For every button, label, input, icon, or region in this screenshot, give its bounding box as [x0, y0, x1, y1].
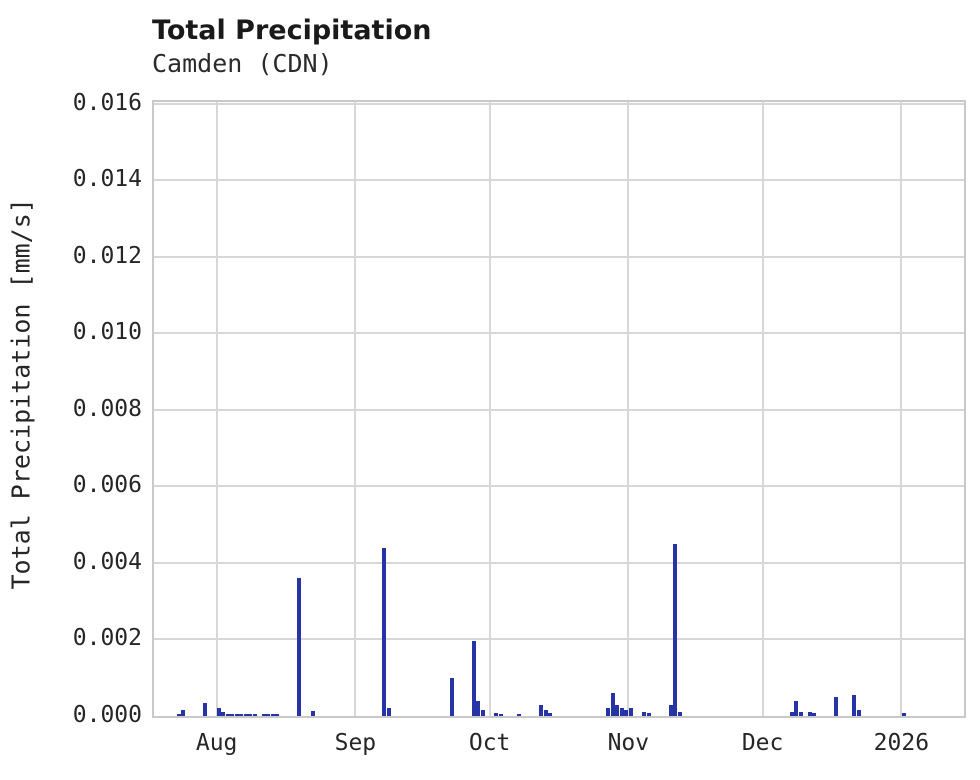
- precipitation-bar: [248, 713, 253, 716]
- x-tick-label: Nov: [607, 730, 650, 756]
- precipitation-bar: [494, 712, 499, 716]
- y-gridline: [154, 408, 964, 411]
- precipitation-bar: [834, 696, 839, 716]
- y-gridline: [154, 332, 964, 335]
- precipitation-bar: [449, 677, 454, 716]
- x-gridline: [627, 102, 630, 716]
- precipitation-bar: [297, 578, 302, 716]
- y-gridline: [154, 638, 964, 641]
- precipitation-bar: [310, 711, 315, 716]
- y-gridline: [154, 102, 964, 105]
- precipitation-bar: [386, 708, 391, 716]
- precipitation-bar: [181, 710, 186, 716]
- y-gridline: [154, 485, 964, 488]
- x-gridline: [215, 102, 218, 716]
- precipitation-bar: [243, 714, 248, 716]
- precipitation-bar: [516, 714, 521, 716]
- precipitation-bar: [673, 543, 678, 716]
- chart-title: Total Precipitation: [152, 15, 432, 46]
- y-tick-label: 0.000: [72, 702, 142, 728]
- precipitation-bar: [221, 712, 226, 716]
- y-gridline: [154, 179, 964, 182]
- precipitation-bar: [794, 700, 799, 716]
- precipitation-bar: [852, 694, 857, 716]
- precipitation-bar: [270, 714, 275, 716]
- precipitation-bar: [668, 704, 673, 716]
- precipitation-bar: [266, 714, 271, 716]
- precipitation-bar: [176, 714, 181, 716]
- precipitation-bar: [856, 710, 861, 716]
- precipitation-bar: [225, 714, 230, 716]
- x-tick-label: Aug: [195, 730, 238, 756]
- precipitation-bar: [628, 708, 633, 716]
- x-tick-label: 2026: [873, 730, 930, 756]
- precipitation-bar: [230, 714, 235, 716]
- precipitation-bar: [606, 708, 611, 716]
- x-tick-label: Oct: [468, 730, 511, 756]
- precipitation-bar: [239, 714, 244, 716]
- precipitation-bar: [234, 713, 239, 716]
- precipitation-bar: [789, 712, 794, 716]
- x-gridline: [354, 102, 357, 716]
- precipitation-bar: [543, 710, 548, 716]
- precipitation-bar: [624, 710, 629, 716]
- precipitation-bar: [498, 713, 503, 716]
- precipitation-bar: [261, 714, 266, 716]
- y-tick-label: 0.006: [72, 472, 142, 499]
- precipitation-bar: [480, 710, 485, 716]
- precipitation-bar: [252, 714, 257, 716]
- precipitation-bar: [610, 693, 615, 716]
- y-tick-label: 0.010: [72, 319, 142, 346]
- y-gridline: [154, 255, 964, 258]
- y-tick-label: 0.016: [72, 89, 142, 116]
- x-tick-label: Dec: [741, 730, 784, 756]
- y-tick-label: 0.008: [72, 395, 142, 422]
- y-gridline: [154, 561, 964, 564]
- precipitation-bar: [548, 712, 553, 716]
- precipitation-bar: [539, 704, 544, 716]
- x-gridline: [761, 102, 764, 716]
- precipitation-bar: [642, 712, 647, 716]
- precipitation-bar: [203, 702, 208, 716]
- precipitation-bar: [812, 712, 817, 716]
- precipitation-bar: [382, 547, 387, 716]
- chart-subtitle: Camden (CDN): [152, 49, 333, 78]
- precipitation-bar: [471, 641, 476, 716]
- y-tick-label: 0.014: [72, 166, 142, 193]
- plot-area: [152, 100, 966, 718]
- y-tick-label: 0.012: [72, 242, 142, 269]
- y-axis-label: Total Precipitation [mm/s]: [6, 198, 36, 590]
- y-tick-label: 0.002: [72, 625, 142, 652]
- precipitation-bar: [615, 704, 620, 716]
- precipitation-bar: [807, 712, 812, 716]
- precipitation-bar: [216, 708, 221, 716]
- precipitation-bar: [901, 712, 906, 716]
- x-tick-label: Sep: [334, 730, 377, 756]
- precipitation-bar: [677, 712, 682, 716]
- precipitation-bar: [275, 714, 280, 716]
- precipitation-bar: [476, 700, 481, 716]
- y-tick-label: 0.004: [72, 548, 142, 575]
- x-gridline: [488, 102, 491, 716]
- x-gridline: [900, 102, 903, 716]
- precipitation-bar: [646, 712, 651, 716]
- precipitation-bar: [798, 712, 803, 716]
- precipitation-bar: [619, 708, 624, 716]
